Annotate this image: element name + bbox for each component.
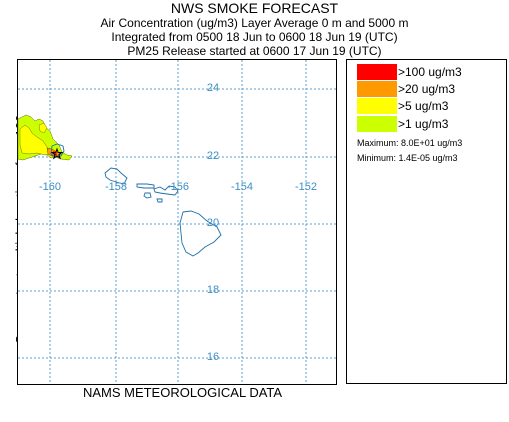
lat-label-20: 20 xyxy=(207,217,219,229)
oahu-island xyxy=(104,167,128,185)
maui-island xyxy=(153,185,179,196)
legend-label: >100 ug/m3 xyxy=(398,65,462,79)
maximum-value: Maximum: 8.0E+01 ug/m3 xyxy=(357,138,463,148)
lat-label-24: 24 xyxy=(207,82,219,94)
forecast-map: 24 22 20 18 16 -160 -158 -156 -154 -152 xyxy=(17,59,337,385)
legend-item: >5 ug/m3 xyxy=(357,98,497,114)
concentration-subtitle: Air Concentration (ug/m3) Layer Average … xyxy=(100,16,409,30)
legend-item: >100 ug/m3 xyxy=(357,64,497,80)
source-marker xyxy=(50,147,64,160)
legend-swatch xyxy=(357,98,397,114)
minimum-value: Minimum: 1.4E-05 ug/m3 xyxy=(357,153,458,163)
molokai-island xyxy=(136,183,155,189)
integration-period: Integrated from 0500 18 Jun to 0600 18 J… xyxy=(111,30,398,44)
source-star-icon xyxy=(50,147,64,160)
legend-label: >5 ug/m3 xyxy=(398,99,449,113)
hawaii-island xyxy=(179,210,222,257)
lat-label-18: 18 xyxy=(207,284,219,296)
lat-label-16: 16 xyxy=(207,351,219,363)
smoke-plume xyxy=(17,114,73,161)
smoke-level-gt-5-north xyxy=(38,122,48,134)
legend-swatch xyxy=(357,64,397,80)
hawaiian-coastline xyxy=(50,143,222,257)
map-title: NWS SMOKE FORECAST xyxy=(170,0,339,16)
release-time: PM25 Release started at 0600 17 Jun 19 (… xyxy=(127,44,382,58)
lon-label-158: -158 xyxy=(105,181,127,193)
map-frame xyxy=(17,59,337,385)
legend-panel: >100 ug/m3 >20 ug/m3 >5 ug/m3 >1 ug/m3 M… xyxy=(346,59,507,384)
lon-label-156: -156 xyxy=(167,181,189,193)
lat-label-22: 22 xyxy=(207,150,219,162)
legend-label: >20 ug/m3 xyxy=(398,82,456,96)
legend-item: >1 ug/m3 xyxy=(357,116,497,132)
lanai-island xyxy=(143,192,152,199)
legend-label: >1 ug/m3 xyxy=(398,117,449,131)
legend-item: >20 ug/m3 xyxy=(357,81,497,97)
lon-label-154: -154 xyxy=(231,181,253,193)
legend-swatch xyxy=(357,81,397,97)
axis-labels: 24 22 20 18 16 -160 -158 -156 -154 -152 xyxy=(39,82,317,363)
lon-label-160: -160 xyxy=(39,181,61,193)
kahoolawe-island xyxy=(156,198,163,203)
meteorological-data-label: NAMS METEOROLOGICAL DATA xyxy=(82,385,283,400)
lon-label-152: -152 xyxy=(295,181,317,193)
legend-swatch xyxy=(357,116,397,132)
kauai-island xyxy=(50,143,65,158)
